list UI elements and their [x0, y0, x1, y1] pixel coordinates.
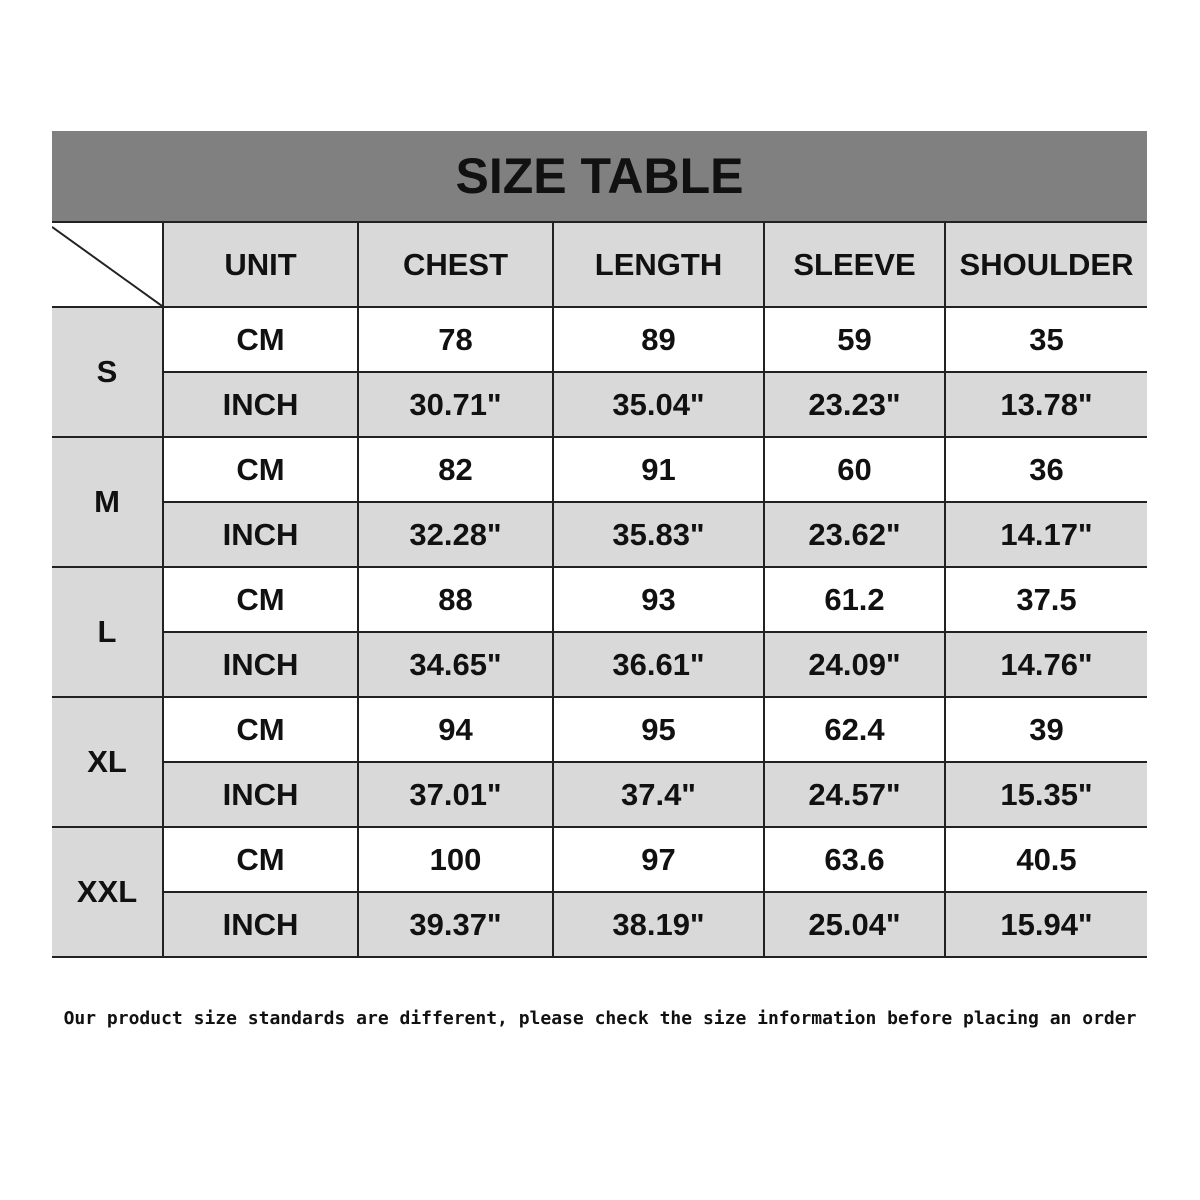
value-cell: 36	[944, 436, 1147, 503]
value-cell: 15.35"	[944, 761, 1147, 828]
value-cell: 36.61"	[552, 631, 765, 698]
value-cell: 35	[944, 306, 1147, 373]
table-row: XXL CM 100 97 63.6 40.5	[52, 826, 1147, 958]
value-cell: 62.4	[763, 696, 946, 763]
table-row: INCH 30.71" 35.04" 23.23" 13.78"	[52, 371, 1147, 438]
value-cell: 60	[763, 436, 946, 503]
value-cell: 91	[552, 436, 765, 503]
size-table: UNIT CHEST LENGTH SLEEVE SHOULDER S CM 78 8…	[52, 221, 1147, 958]
value-cell: 37.01"	[357, 761, 554, 828]
size-label: L	[52, 566, 164, 698]
column-header-sleeve: SLEEVE	[763, 221, 946, 308]
diagonal-divider	[52, 226, 162, 306]
size-disclaimer-note: Our product size standards are different…	[63, 1008, 1137, 1029]
value-cell: 35.04"	[552, 371, 765, 438]
size-label: S	[52, 306, 164, 438]
value-cell: 39	[944, 696, 1147, 763]
header-row: UNIT CHEST LENGTH SLEEVE SHOULDER	[52, 221, 1147, 308]
corner-cell	[52, 221, 164, 308]
unit-cell: CM	[162, 826, 359, 893]
column-header-length: LENGTH	[552, 221, 765, 308]
table-row: INCH 34.65" 36.61" 24.09" 14.76"	[52, 631, 1147, 698]
value-cell: 23.23"	[763, 371, 946, 438]
value-cell: 37.4"	[552, 761, 765, 828]
value-cell: 89	[552, 306, 765, 373]
size-label: XXL	[52, 826, 164, 958]
unit-cell: INCH	[163, 631, 359, 698]
table-row: M CM 82 91 60 36	[52, 436, 1147, 568]
value-cell: 95	[552, 696, 765, 763]
column-header-chest: CHEST	[357, 221, 554, 308]
unit-cell: INCH	[163, 761, 359, 828]
value-cell: 82	[357, 436, 554, 503]
table-row: XL CM 94 95 62.4 39	[52, 696, 1147, 828]
table-row: INCH 37.01" 37.4" 24.57" 15.35"	[52, 761, 1147, 828]
value-cell: 94	[357, 696, 554, 763]
value-cell: 13.78"	[944, 371, 1147, 438]
unit-cell: CM	[162, 696, 359, 763]
column-header-shoulder: SHOULDER	[944, 221, 1147, 308]
value-cell: 30.71"	[357, 371, 554, 438]
value-cell: 34.65"	[357, 631, 554, 698]
table-row: S CM 78 89 59 35	[52, 306, 1147, 438]
unit-cell: CM	[162, 566, 359, 633]
column-header-unit: UNIT	[162, 221, 359, 308]
value-cell: 61.2	[763, 566, 946, 633]
value-cell: 38.19"	[552, 891, 765, 958]
unit-cell: INCH	[163, 371, 359, 438]
value-cell: 40.5	[944, 826, 1147, 893]
value-cell: 32.28"	[357, 501, 554, 568]
value-cell: 14.17"	[944, 501, 1147, 568]
unit-cell: CM	[162, 306, 359, 373]
value-cell: 24.57"	[763, 761, 946, 828]
unit-cell: CM	[162, 436, 359, 503]
value-cell: 23.62"	[763, 501, 946, 568]
unit-cell: INCH	[163, 891, 359, 958]
unit-cell: INCH	[163, 501, 359, 568]
value-cell: 15.94"	[944, 891, 1147, 958]
size-label: M	[52, 436, 164, 568]
value-cell: 14.76"	[944, 631, 1147, 698]
value-cell: 35.83"	[552, 501, 765, 568]
value-cell: 39.37"	[357, 891, 554, 958]
value-cell: 37.5	[944, 566, 1147, 633]
value-cell: 88	[357, 566, 554, 633]
table-row: INCH 32.28" 35.83" 23.62" 14.17"	[52, 501, 1147, 568]
value-cell: 97	[552, 826, 765, 893]
table-title: SIZE TABLE	[52, 131, 1147, 221]
value-cell: 25.04"	[763, 891, 946, 958]
value-cell: 93	[552, 566, 765, 633]
value-cell: 24.09"	[763, 631, 946, 698]
value-cell: 59	[763, 306, 946, 373]
value-cell: 100	[357, 826, 554, 893]
table-row: L CM 88 93 61.2 37.5	[52, 566, 1147, 698]
table-row: INCH 39.37" 38.19" 25.04" 15.94"	[52, 891, 1147, 958]
size-label: XL	[52, 696, 164, 828]
value-cell: 78	[357, 306, 554, 373]
value-cell: 63.6	[763, 826, 946, 893]
